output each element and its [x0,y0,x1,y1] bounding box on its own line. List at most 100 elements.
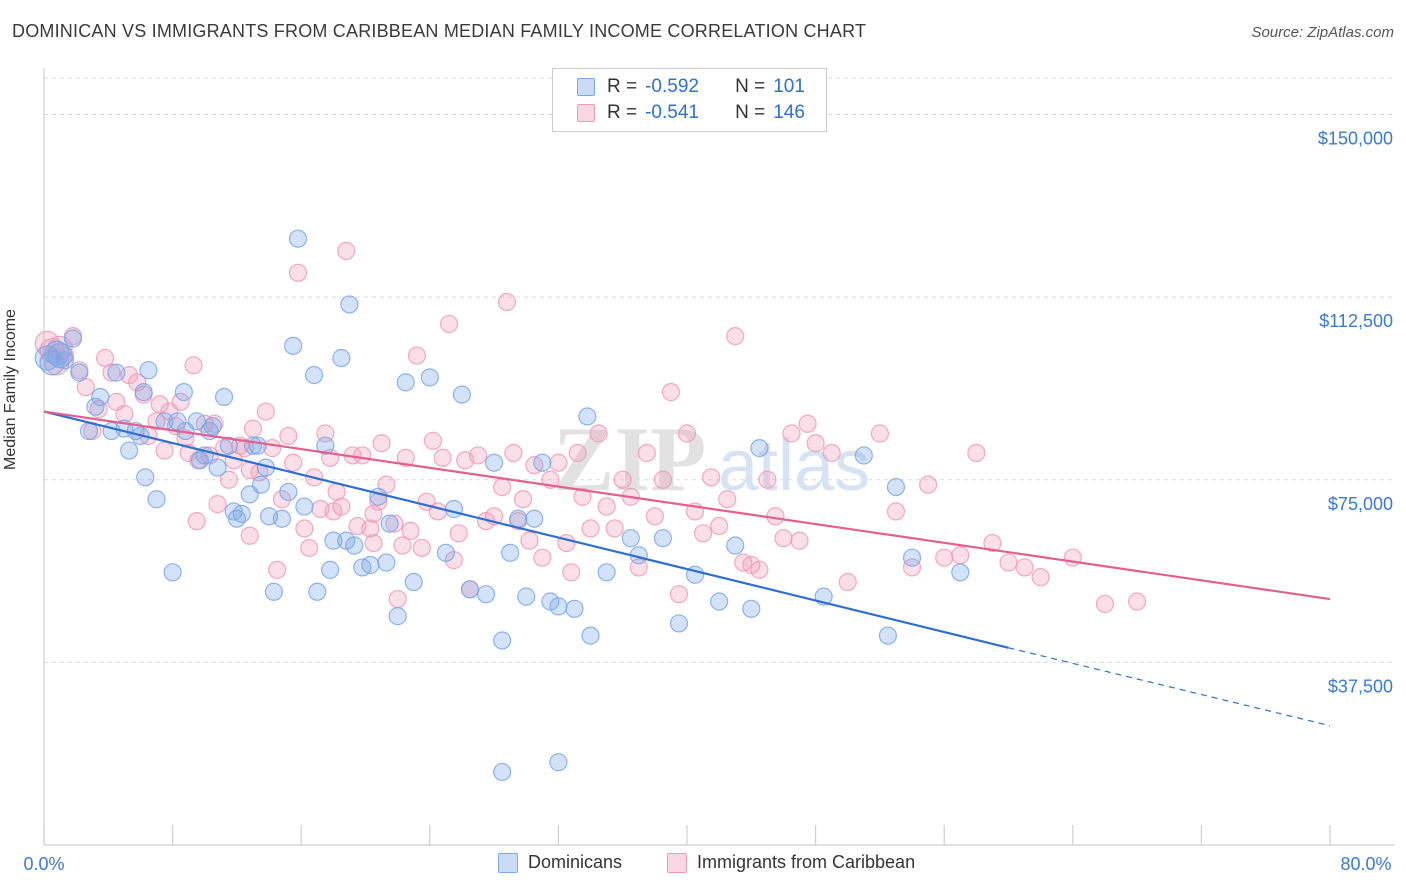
point-dominicans [525,509,544,528]
legend-row-caribbean: R = -0.541 N = 146 [577,102,805,124]
point-caribbean [284,453,303,472]
point-caribbean [573,487,592,506]
watermark-zip: ZIP [553,408,706,510]
point-dominicans [380,514,399,533]
point-caribbean [605,519,624,538]
point-caribbean [1127,592,1147,611]
point-dominicans [578,407,597,426]
point-dominicans [854,446,873,465]
point-caribbean [187,512,206,531]
point-caribbean [838,572,857,592]
point-dominicans [147,490,166,509]
point-caribbean [549,453,568,472]
point-dominicans [304,365,324,385]
point-caribbean [504,443,523,463]
point-caribbean [388,589,407,609]
point-dominicans [139,361,158,380]
point-caribbean [568,443,587,463]
point-dominicans [485,453,504,472]
point-dominicans [369,487,388,506]
point-dominicans [742,599,761,618]
point-dominicans [288,229,308,248]
source-label: Source: ZipAtlas.com [1251,24,1394,41]
point-caribbean [493,477,512,497]
point-caribbean [718,490,737,509]
point-caribbean [613,470,632,489]
bottom-legend-dominicans: Dominicans [498,852,622,873]
grid-lines [44,77,1395,663]
point-dominicans [70,363,89,382]
correlation-legend: R = -0.592 N = 101 R = -0.541 N = 146 [552,68,827,132]
point-dominicans [549,753,568,772]
bottom-legend-label-dominicans: Dominicans [528,852,623,872]
point-caribbean [1095,594,1115,614]
point-caribbean [597,497,616,516]
point-caribbean [967,443,986,463]
chart-title: DOMINICAN VS IMMIGRANTS FROM CARIBBEAN M… [12,21,867,41]
point-dominicans [517,587,536,606]
point-dominicans [565,599,584,618]
point-dominicans [726,536,745,555]
point-caribbean [256,402,275,421]
point-caribbean [581,519,600,538]
point-dominicans [324,531,343,550]
legend-swatch-dominicans [577,78,595,96]
point-caribbean [324,502,343,521]
point-dominicans [377,553,396,572]
point-dominicans [581,626,600,645]
point-caribbean [710,516,729,536]
point-caribbean [782,424,801,443]
point-dominicans [340,295,359,314]
point-dominicans [120,441,139,460]
point-caribbean [337,241,356,260]
point-dominicans [219,436,238,455]
point-dominicans [452,385,472,404]
y-tick-label: $37,500 [1328,676,1393,696]
point-caribbean [219,470,238,489]
point-caribbean [1031,568,1050,587]
point-dominicans [420,368,439,387]
point-dominicans [279,482,298,502]
bottom-legend-caribbean: Immigrants from Caribbean [667,852,915,873]
point-caribbean [822,443,841,463]
point-caribbean [150,395,169,414]
point-caribbean [513,490,533,509]
legend-swatch-caribbean [577,104,595,122]
point-caribbean [396,448,415,467]
trend-lines [43,410,1331,727]
point-caribbean [669,585,689,604]
point-caribbean [919,475,938,494]
point-dominicans [272,509,292,528]
trend-line-caribbean [43,410,1331,601]
point-dominicans [214,387,234,407]
point-dominicans [308,582,327,601]
point-caribbean [267,560,287,579]
point-dominicans [134,383,153,402]
point-caribbean [702,468,721,487]
point-caribbean [497,292,517,312]
point-dominicans [597,563,616,582]
point-caribbean [288,263,308,282]
point-dominicans [251,475,271,494]
point-dominicans [55,351,74,370]
point-dominicans [509,509,528,528]
bottom-legend-label-caribbean: Immigrants from Caribbean [697,852,916,872]
watermark: ZIP atlas [553,408,870,510]
legend-n-value: 146 [773,102,805,123]
point-caribbean [171,392,190,411]
point-caribbean [870,424,890,443]
point-dominicans [404,572,423,592]
point-dominicans [621,529,640,548]
point-caribbean [653,470,672,489]
point-dominicans [248,436,267,455]
point-caribbean [533,548,552,567]
point-caribbean [774,529,793,548]
point-dominicans [321,560,340,579]
point-dominicans [951,563,970,582]
point-dominicans [533,453,552,472]
point-caribbean [726,327,745,346]
legend-r-value: -0.541 [645,102,699,123]
point-caribbean [279,426,298,446]
point-caribbean [562,563,581,582]
point-caribbean [677,424,697,443]
